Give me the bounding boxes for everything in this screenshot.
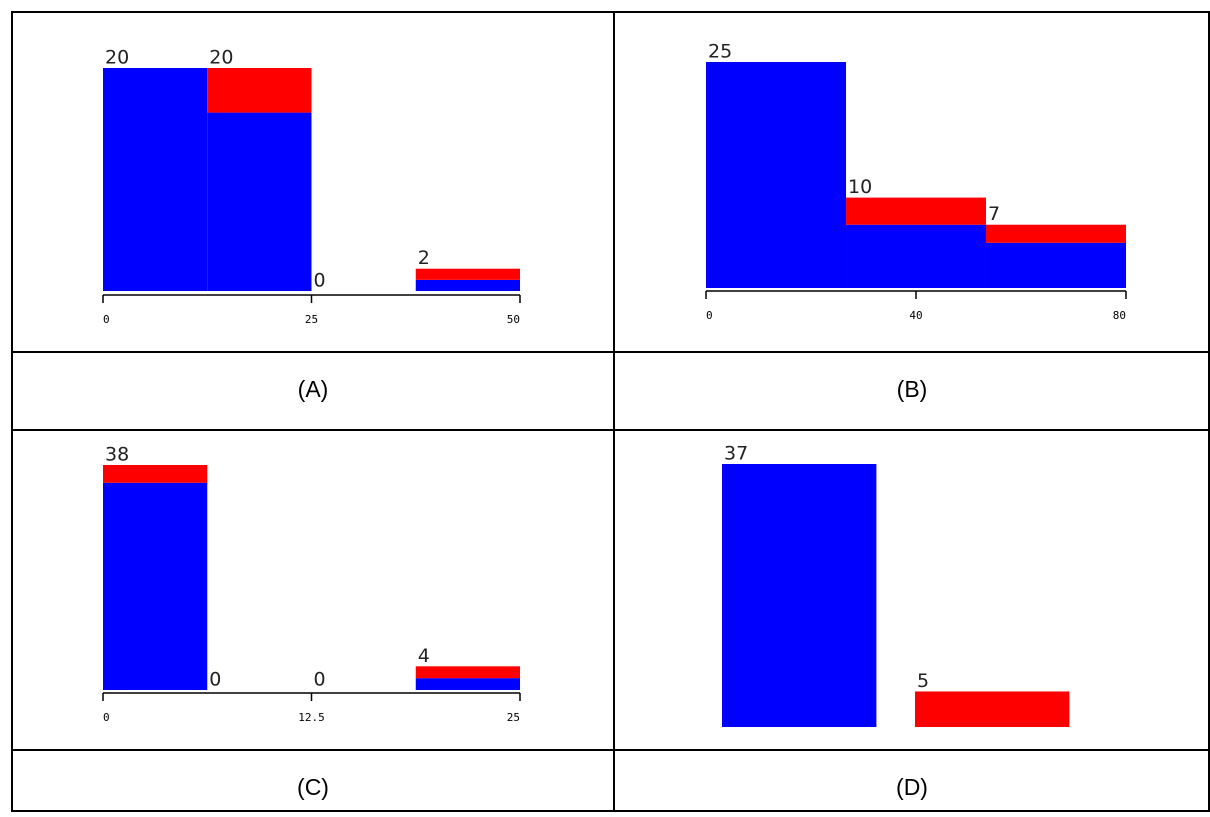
value-label: 38 [105, 444, 129, 466]
value-label: 5 [917, 670, 929, 692]
bar-segment [415, 279, 520, 291]
x-tick-label: 25 [507, 711, 520, 724]
x-tick-label: 50 [507, 313, 520, 326]
bar-segment [985, 242, 1126, 288]
bar-segment [415, 678, 520, 690]
value-label: 0 [314, 669, 326, 691]
bar-segment [207, 68, 312, 113]
table-grid [11, 11, 1210, 812]
x-tick-label: 0 [103, 313, 110, 326]
x-tick-label: 40 [909, 309, 922, 322]
value-label: 20 [209, 47, 233, 69]
bar-segment [103, 68, 208, 291]
bar-segment [846, 197, 986, 225]
x-tick-label: 0 [103, 711, 110, 724]
bar-segment [207, 112, 312, 291]
caption: (B) [897, 376, 928, 402]
value-label: 4 [418, 645, 430, 667]
table-border [11, 11, 1210, 812]
value-label: 20 [105, 47, 129, 69]
caption: (C) [297, 774, 329, 800]
bar-segment [415, 268, 520, 280]
x-tick-label: 0 [706, 309, 713, 322]
value-label: 0 [209, 669, 221, 691]
bar [722, 464, 877, 727]
bar-segment [415, 666, 520, 679]
bar-segment [103, 465, 208, 483]
value-label: 37 [724, 443, 748, 465]
bar-segment [846, 224, 986, 288]
x-tick-label: 80 [1113, 309, 1126, 322]
value-label: 2 [418, 247, 430, 269]
value-label: 25 [708, 41, 732, 63]
caption: (D) [896, 774, 928, 800]
value-label: 7 [988, 203, 1000, 225]
caption: (A) [298, 376, 329, 402]
value-label: 0 [314, 270, 326, 292]
bar-segment [103, 482, 208, 690]
x-tick-label: 25 [305, 313, 318, 326]
bar-segment [706, 62, 847, 288]
x-tick-label: 12.5 [298, 711, 325, 724]
value-label: 10 [848, 176, 872, 198]
bar [915, 691, 1070, 727]
bar-segment [985, 224, 1126, 243]
